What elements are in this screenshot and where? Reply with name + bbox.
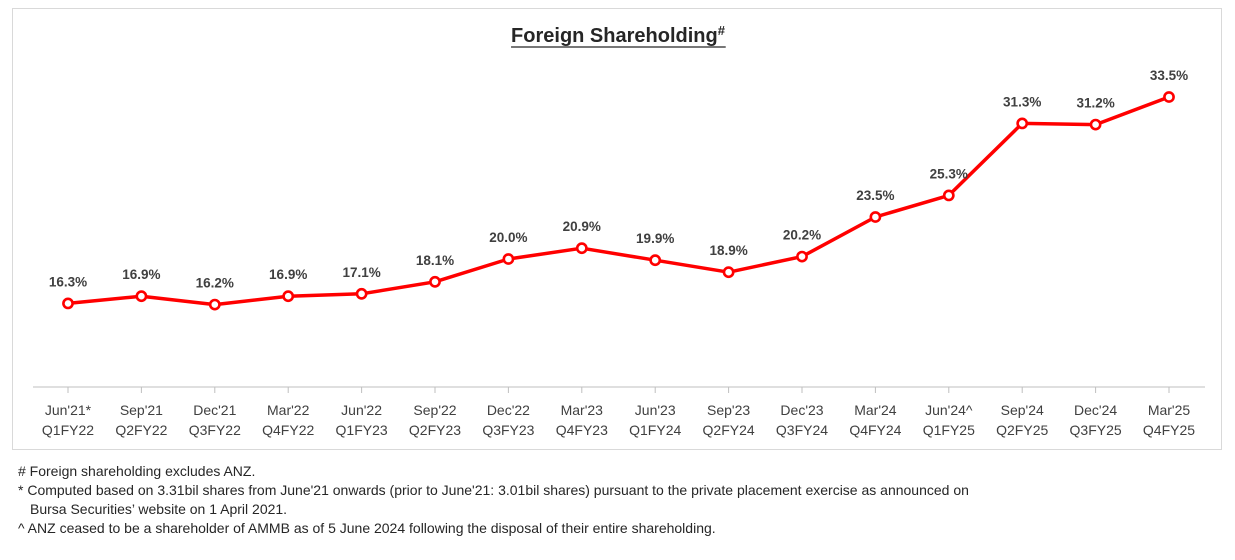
series-markers <box>62 91 1175 311</box>
x-tick-label-quarter: Q4FY22 <box>262 422 314 438</box>
x-tick-label-month: Mar'22 <box>267 402 310 418</box>
x-tick-label-month: Sep'21 <box>120 402 163 418</box>
x-tick-label-month: Jun'21* <box>45 402 92 418</box>
x-tick-label: Dec'22 Q3FY23 <box>482 402 534 438</box>
x-tick-label-quarter: Q3FY24 <box>776 422 828 438</box>
x-tick-label-quarter: Q4FY25 <box>1143 422 1195 438</box>
x-tick-label-month: Dec'22 <box>487 402 530 418</box>
x-tick-label-month: Jun'23 <box>635 402 676 418</box>
data-point <box>502 253 515 265</box>
data-point <box>722 266 735 279</box>
data-label: 16.2% <box>196 276 234 291</box>
chart-frame: Foreign Shareholding# Jun'21* Q1FY22 Sep'2… <box>12 8 1222 450</box>
x-tick-label-quarter: Q1FY25 <box>923 422 975 438</box>
data-point <box>135 290 148 303</box>
footnotes: # Foreign shareholding excludes ANZ. * C… <box>18 462 1218 538</box>
chart-title-superscript: # <box>718 23 726 38</box>
data-point <box>1016 117 1029 130</box>
x-tick-label-month: Jun'24^ <box>925 402 973 418</box>
x-tick-label-quarter: Q3FY23 <box>482 422 534 438</box>
data-label: 25.3% <box>930 166 968 181</box>
x-tick-label-month: Mar'23 <box>561 402 604 418</box>
x-tick-label-month: Sep'24 <box>1001 402 1044 418</box>
x-tick-label-month: Jun'22 <box>341 402 382 418</box>
x-tick-label-quarter: Q1FY24 <box>629 422 681 438</box>
x-tick-label: Mar'25 Q4FY25 <box>1143 402 1195 438</box>
data-point <box>208 298 221 311</box>
x-tick-label-quarter: Q3FY25 <box>1070 422 1122 438</box>
x-tick-label-quarter: Q2FY25 <box>996 422 1048 438</box>
footnote-asterisk-continued: Bursa Securities’ website on 1 April 202… <box>30 501 288 517</box>
x-tick-label: Mar'22 Q4FY22 <box>262 402 314 438</box>
data-label: 19.9% <box>636 231 674 246</box>
data-label: 23.5% <box>856 188 894 203</box>
x-tick-label: Sep'23 Q2FY24 <box>703 402 755 438</box>
data-point <box>429 275 441 288</box>
x-tick-label-quarter: Q1FY23 <box>336 422 388 438</box>
x-tick-label-month: Mar'25 <box>1148 402 1191 418</box>
x-tick-label-quarter: Q1FY22 <box>42 422 94 438</box>
data-labels: 16.3% 16.9% 16.2% 16.9% 17.1% 18.1% 20.0% 20.9%… <box>49 68 1188 291</box>
data-label: 16.9% <box>122 267 160 282</box>
chart-title-text: Foreign Shareholding <box>511 25 718 47</box>
data-point <box>1163 91 1175 103</box>
data-point <box>942 189 955 202</box>
data-point <box>575 242 588 255</box>
x-tick-label: Jun'24^ Q1FY25 <box>923 402 975 438</box>
x-tick-label: Dec'23 Q3FY24 <box>776 402 828 438</box>
x-axis-tick-labels: Jun'21* Q1FY22 Sep'21 Q2FY22 Dec'21 Q3FY22 Mar… <box>42 402 1195 438</box>
x-tick-label: Sep'24 Q2FY25 <box>996 402 1048 438</box>
x-tick-label: Jun'21* Q1FY22 <box>42 402 94 438</box>
data-label: 31.2% <box>1076 96 1114 111</box>
data-point <box>869 211 882 223</box>
x-tick-label: Sep'21 Q2FY22 <box>115 402 167 438</box>
data-label: 20.9% <box>563 219 601 234</box>
x-tick-label-month: Sep'23 <box>707 402 750 418</box>
data-point <box>355 287 368 300</box>
x-tick-label-month: Sep'22 <box>413 402 456 418</box>
data-label: 17.1% <box>342 265 380 280</box>
data-label: 18.9% <box>709 243 747 258</box>
x-tick-label-quarter: Q4FY24 <box>849 422 901 438</box>
data-label: 16.9% <box>269 267 307 282</box>
series-line <box>66 95 1171 307</box>
data-point <box>1089 118 1102 131</box>
x-tick-label-quarter: Q2FY23 <box>409 422 461 438</box>
data-label: 33.5% <box>1150 68 1188 83</box>
chart-svg: Foreign Shareholding# Jun'21* Q1FY22 Sep'2… <box>33 23 1205 438</box>
x-tick-label: Dec'21 Q3FY22 <box>189 402 241 438</box>
data-label: 31.3% <box>1003 94 1041 109</box>
data-label: 18.1% <box>416 253 454 268</box>
x-tick-label: Dec'24 Q3FY25 <box>1070 402 1122 438</box>
x-tick-label-month: Mar'24 <box>854 402 897 418</box>
x-tick-label-quarter: Q3FY22 <box>189 422 241 438</box>
x-tick-label-quarter: Q2FY24 <box>703 422 755 438</box>
data-point <box>282 290 295 303</box>
x-tick-label-month: Dec'24 <box>1074 402 1117 418</box>
chart-title: Foreign Shareholding# <box>511 23 726 47</box>
x-tick-label-month: Dec'23 <box>780 402 823 418</box>
x-tick-label: Sep'22 Q2FY23 <box>409 402 461 438</box>
x-tick-label: Jun'22 Q1FY23 <box>336 402 388 438</box>
footnote-asterisk: * Computed based on 3.31bil shares from … <box>18 482 969 498</box>
x-tick-label-quarter: Q2FY22 <box>115 422 167 438</box>
data-point <box>62 297 74 310</box>
footnote-hash: # Foreign shareholding excludes ANZ. <box>18 463 256 479</box>
x-tick-label-month: Dec'21 <box>193 402 236 418</box>
data-label: 20.0% <box>489 230 527 245</box>
x-tick-label: Mar'23 Q4FY23 <box>556 402 608 438</box>
data-label: 16.3% <box>49 274 87 289</box>
data-point <box>796 250 808 263</box>
data-label: 20.2% <box>783 228 821 243</box>
footnote-caret: ^ ANZ ceased to be a shareholder of AMMB… <box>18 520 716 536</box>
x-tick-label: Jun'23 Q1FY24 <box>629 402 681 438</box>
data-point <box>649 254 662 267</box>
x-tick-label: Mar'24 Q4FY24 <box>849 402 901 438</box>
x-tick-label-quarter: Q4FY23 <box>556 422 608 438</box>
x-axis-ticks <box>67 387 1170 393</box>
